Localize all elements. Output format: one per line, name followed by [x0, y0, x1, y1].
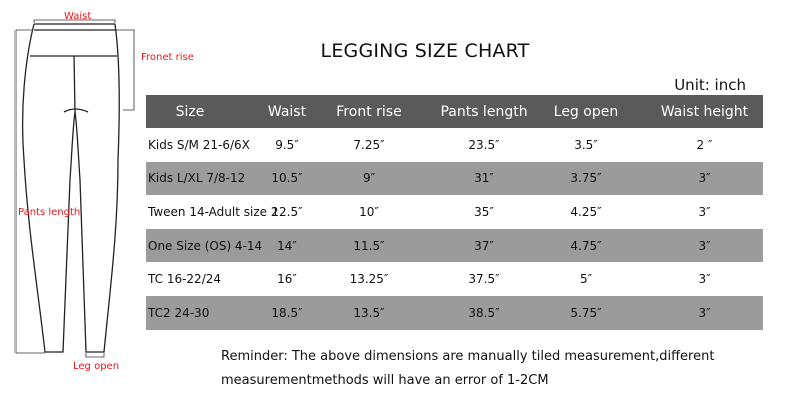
cell-size: TC2 24-30 — [148, 305, 210, 320]
cell-front-rise: 9″ — [362, 171, 376, 186]
cell-leg-open: 5.75″ — [570, 305, 602, 320]
table-row: TC 16-22/24 16″ 13.25″ 37.5″ 5″ 3″ — [146, 262, 763, 296]
header-waist-height: Waist height — [660, 103, 749, 120]
header-pants-length: Pants length — [440, 103, 528, 120]
header-waist: Waist — [267, 103, 307, 120]
table-row: TC2 24-30 18.5″ 13.5″ 38.5″ 5.75″ 3″ — [146, 295, 763, 330]
cell-leg-open: 4.25″ — [570, 204, 602, 219]
header-front-rise: Front rise — [336, 103, 402, 120]
cell-leg-open: 3.5″ — [574, 137, 598, 152]
leggings-illustration — [14, 19, 135, 358]
cell-waist-height: 3″ — [698, 238, 711, 253]
cell-pants-length: 37.5″ — [468, 272, 500, 287]
cell-waist-height: 3″ — [698, 272, 711, 287]
cell-pants-length: 31″ — [474, 171, 494, 186]
cell-front-rise: 13.25″ — [349, 272, 389, 287]
cell-leg-open: 3.75″ — [570, 171, 602, 186]
cell-waist-height: 2 ″ — [696, 137, 713, 152]
cell-leg-open: 4.75″ — [570, 238, 602, 253]
table-header: Size Waist Front rise Pants length Leg o… — [146, 95, 763, 128]
cell-pants-length: 35″ — [474, 204, 494, 219]
cell-leg-open: 5″ — [579, 272, 593, 287]
cell-size: Kids L/XL 7/8-12 — [148, 171, 246, 186]
cell-size: One Size (OS) 4-14 — [148, 238, 263, 253]
reminder-line: measurementmethods will have an error of… — [221, 373, 549, 388]
table-row: Kids L/XL 7/8-12 10.5″ 9″ 31″ 3.75″ 3″ — [146, 161, 763, 196]
header-size: Size — [175, 103, 205, 120]
cell-waist: 9.5″ — [275, 137, 299, 152]
cell-size: Kids S/M 21-6/6X — [148, 137, 250, 152]
cell-front-rise: 11.5″ — [353, 238, 385, 253]
waist-label: Waist — [64, 11, 92, 22]
cell-pants-length: 37″ — [474, 238, 494, 253]
cell-pants-length: 38.5″ — [468, 305, 500, 320]
cell-size: TC 16-22/24 — [148, 272, 222, 287]
cell-waist: 14″ — [277, 238, 297, 253]
reminder-note: Reminder: The above dimensions are manua… — [221, 345, 761, 393]
cell-waist-height: 3″ — [698, 305, 711, 320]
cell-front-rise: 7.25″ — [353, 137, 385, 152]
table-row: One Size (OS) 4-14 14″ 11.5″ 37″ 4.75″ 3″ — [146, 228, 763, 263]
cell-waist-height: 3″ — [698, 171, 711, 186]
cell-waist: 12.5″ — [271, 204, 303, 219]
cell-front-rise: 10″ — [359, 204, 379, 219]
cell-size: Tween 14-Adult size 2 — [148, 204, 279, 219]
table-row: Tween 14-Adult size 2 12.5″ 10″ 35″ 4.25″ 3″ — [146, 195, 763, 229]
leg-open-label: Leg open — [73, 361, 120, 372]
cell-waist: 10.5″ — [271, 171, 303, 186]
cell-waist-height: 3″ — [698, 204, 711, 219]
reminder-line: Reminder: The above dimensions are manua… — [221, 349, 715, 364]
unit-label: Unit: inch — [674, 76, 746, 94]
front-rise-label: Fronet rise — [141, 52, 194, 63]
table-row: Kids S/M 21-6/6X 9.5″ 7.25″ 23.5″ 3.5″ 2 ″ — [146, 128, 763, 162]
page-title: LEGGING SIZE CHART — [320, 40, 530, 62]
size-table: Size Waist Front rise Pants length Leg o… — [146, 95, 763, 330]
cell-front-rise: 13.5″ — [353, 305, 385, 320]
cell-waist: 16″ — [277, 272, 297, 287]
pants-length-label: Pants length — [18, 207, 81, 218]
cell-waist: 18.5″ — [271, 305, 303, 320]
cell-pants-length: 23.5″ — [468, 137, 500, 152]
header-leg-open: Leg open — [553, 103, 619, 120]
